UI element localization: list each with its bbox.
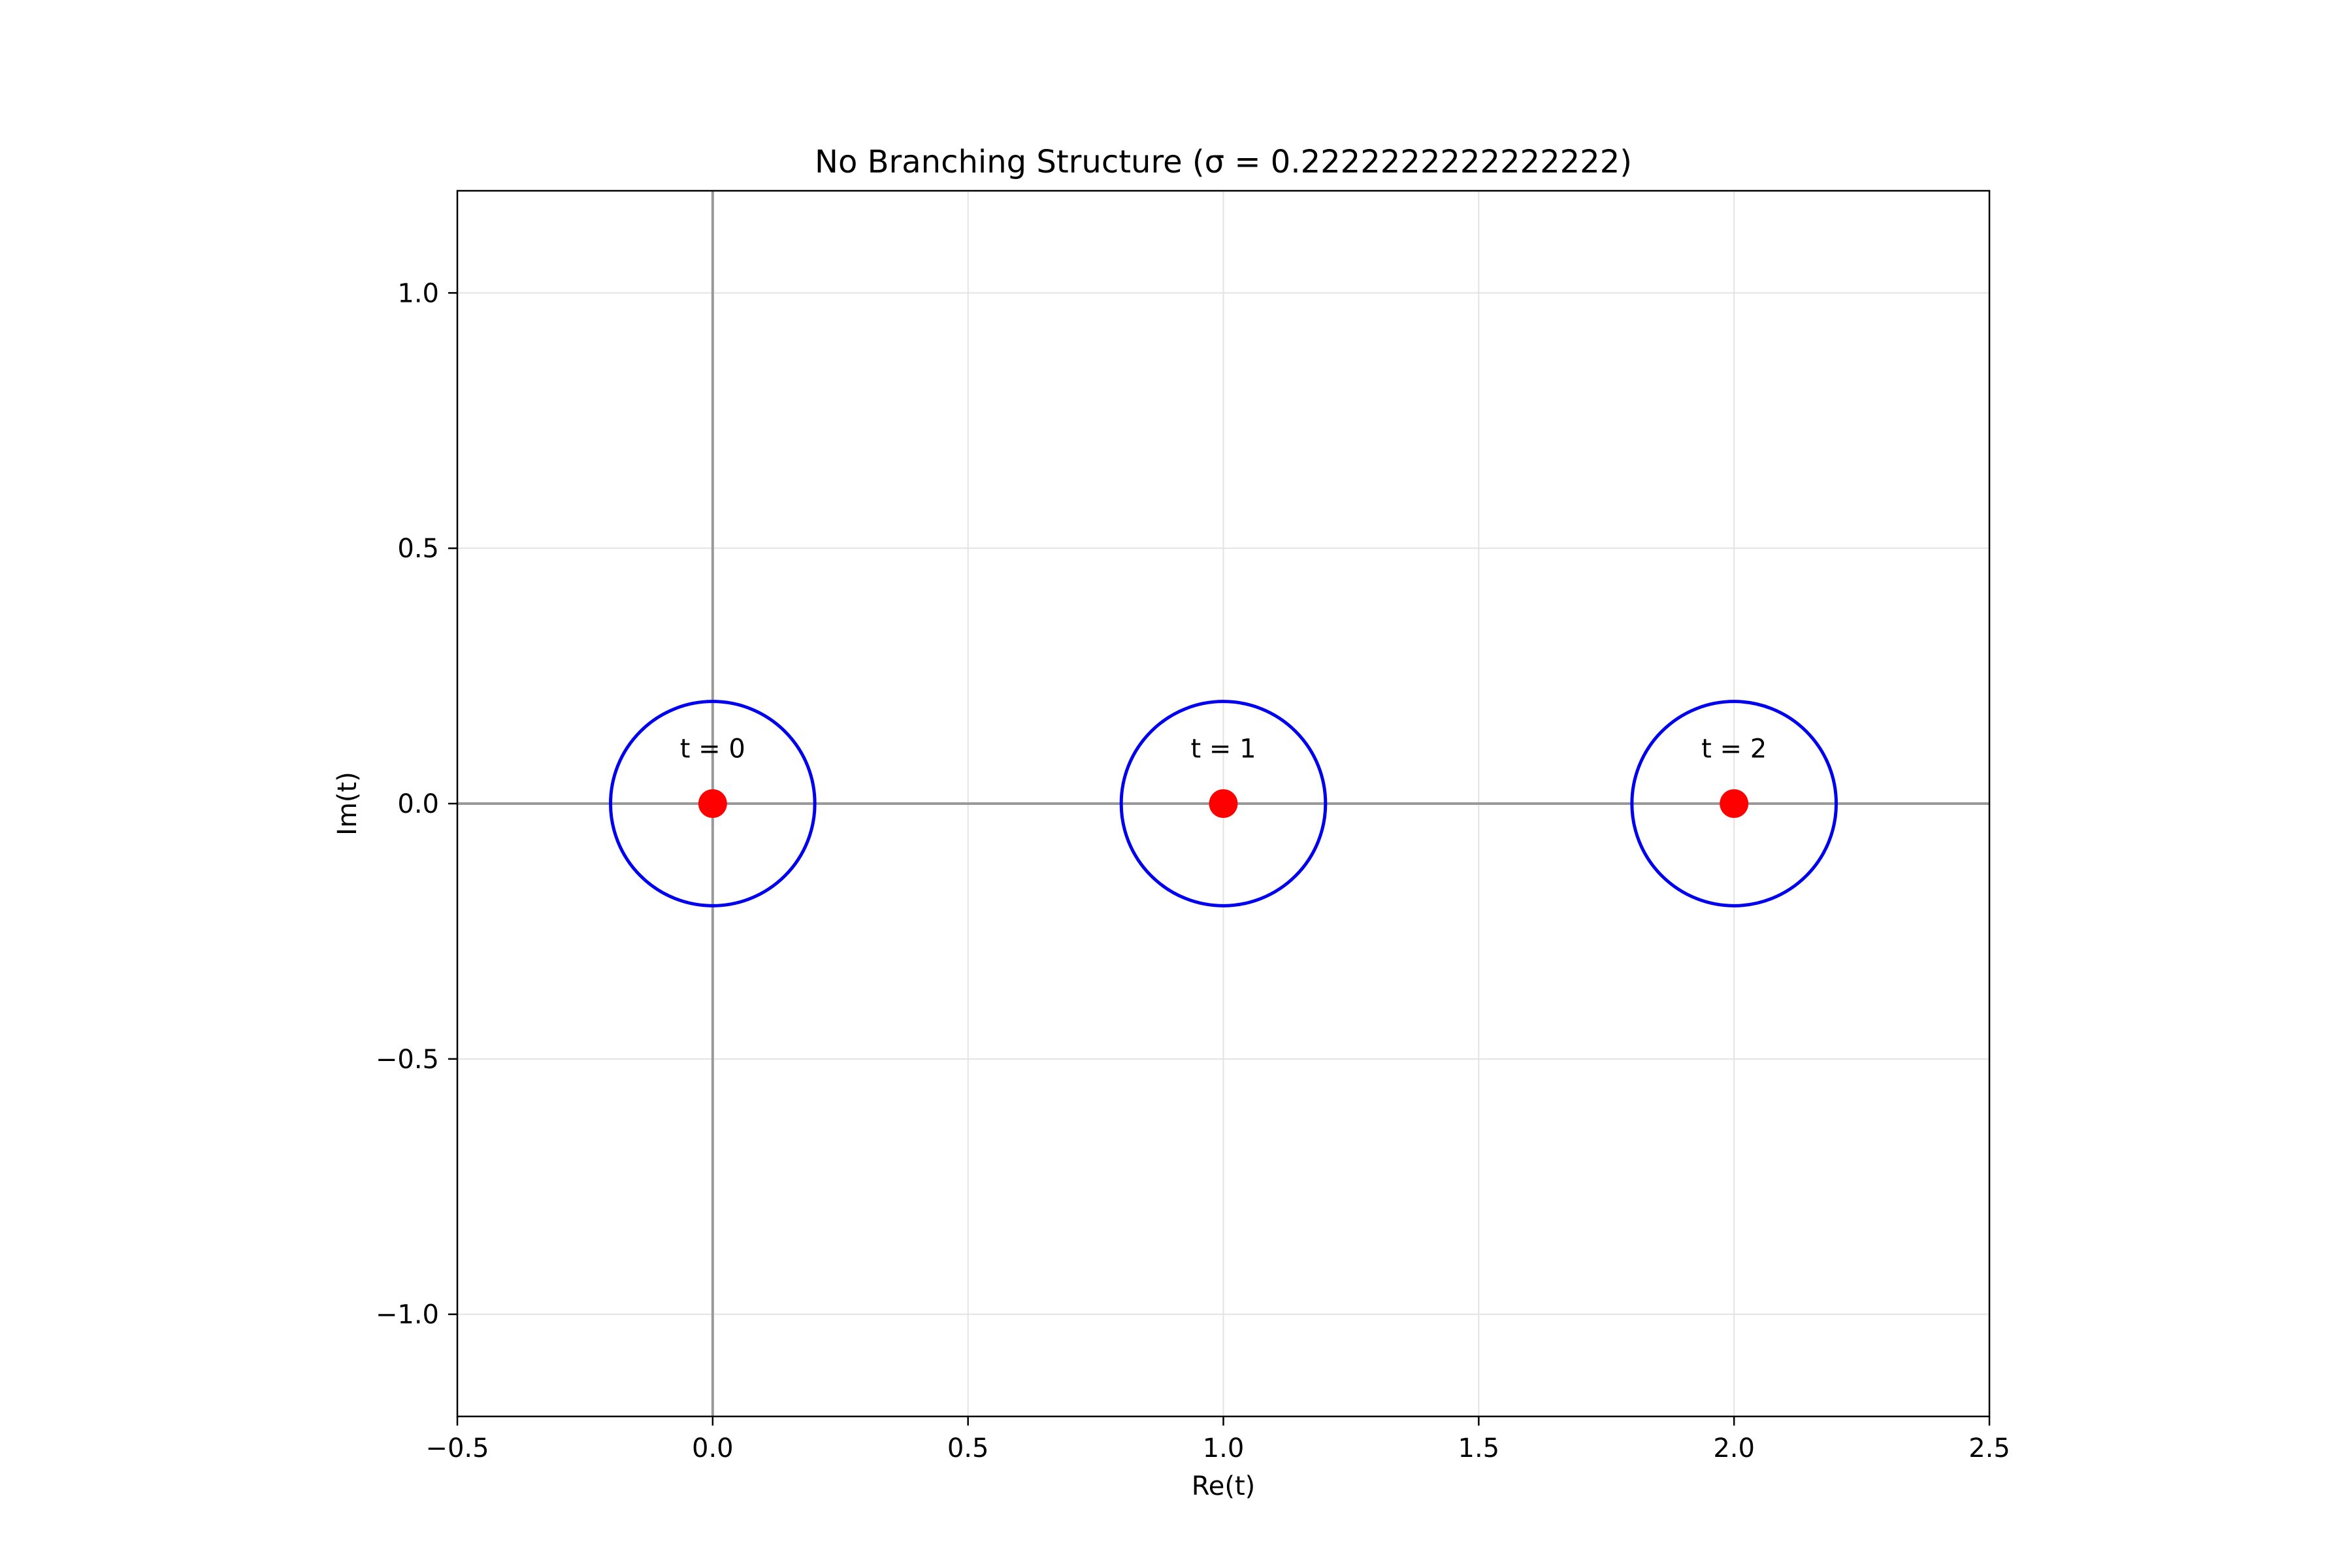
y-tick-label: 0.5: [397, 534, 439, 564]
y-tick-label: 0.0: [397, 789, 439, 819]
point-label: t = 2: [1701, 734, 1767, 764]
point-labels: t = 0 t = 1 t = 2: [680, 734, 1767, 764]
y-tick-label: −0.5: [376, 1045, 439, 1075]
circles: [609, 700, 1838, 907]
radius-circle: [1630, 700, 1838, 907]
y-axis-label: Im(t): [333, 772, 363, 836]
data-point: [1720, 789, 1749, 818]
x-tick-label: 0.0: [692, 1433, 734, 1463]
x-tick-label: 1.0: [1203, 1433, 1245, 1463]
x-tick-label: 0.5: [947, 1433, 989, 1463]
ticks: −0.5 0.0 0.5 1.0 1.5 2.0 2.5 −1.0 −0.5 0.0 0.5 1.0: [376, 278, 2010, 1463]
point-label: t = 0: [680, 734, 745, 764]
radius-circle: [1119, 700, 1328, 907]
x-tick-label: 2.0: [1713, 1433, 1755, 1463]
x-axis-label: Re(t): [1192, 1471, 1256, 1501]
y-tick-label: 1.0: [397, 278, 439, 308]
y-tick-label: −1.0: [376, 1300, 439, 1330]
x-tick-label: 2.5: [1968, 1433, 2010, 1463]
radius-circle: [609, 700, 817, 907]
points: [698, 789, 1749, 818]
x-tick-label: 1.5: [1458, 1433, 1500, 1463]
chart-title: No Branching Structure (σ = 0.2222222222…: [815, 144, 1632, 180]
point-label: t = 1: [1190, 734, 1256, 764]
data-point: [1209, 789, 1238, 818]
x-tick-label: −0.5: [425, 1433, 489, 1463]
data-point: [698, 789, 727, 818]
